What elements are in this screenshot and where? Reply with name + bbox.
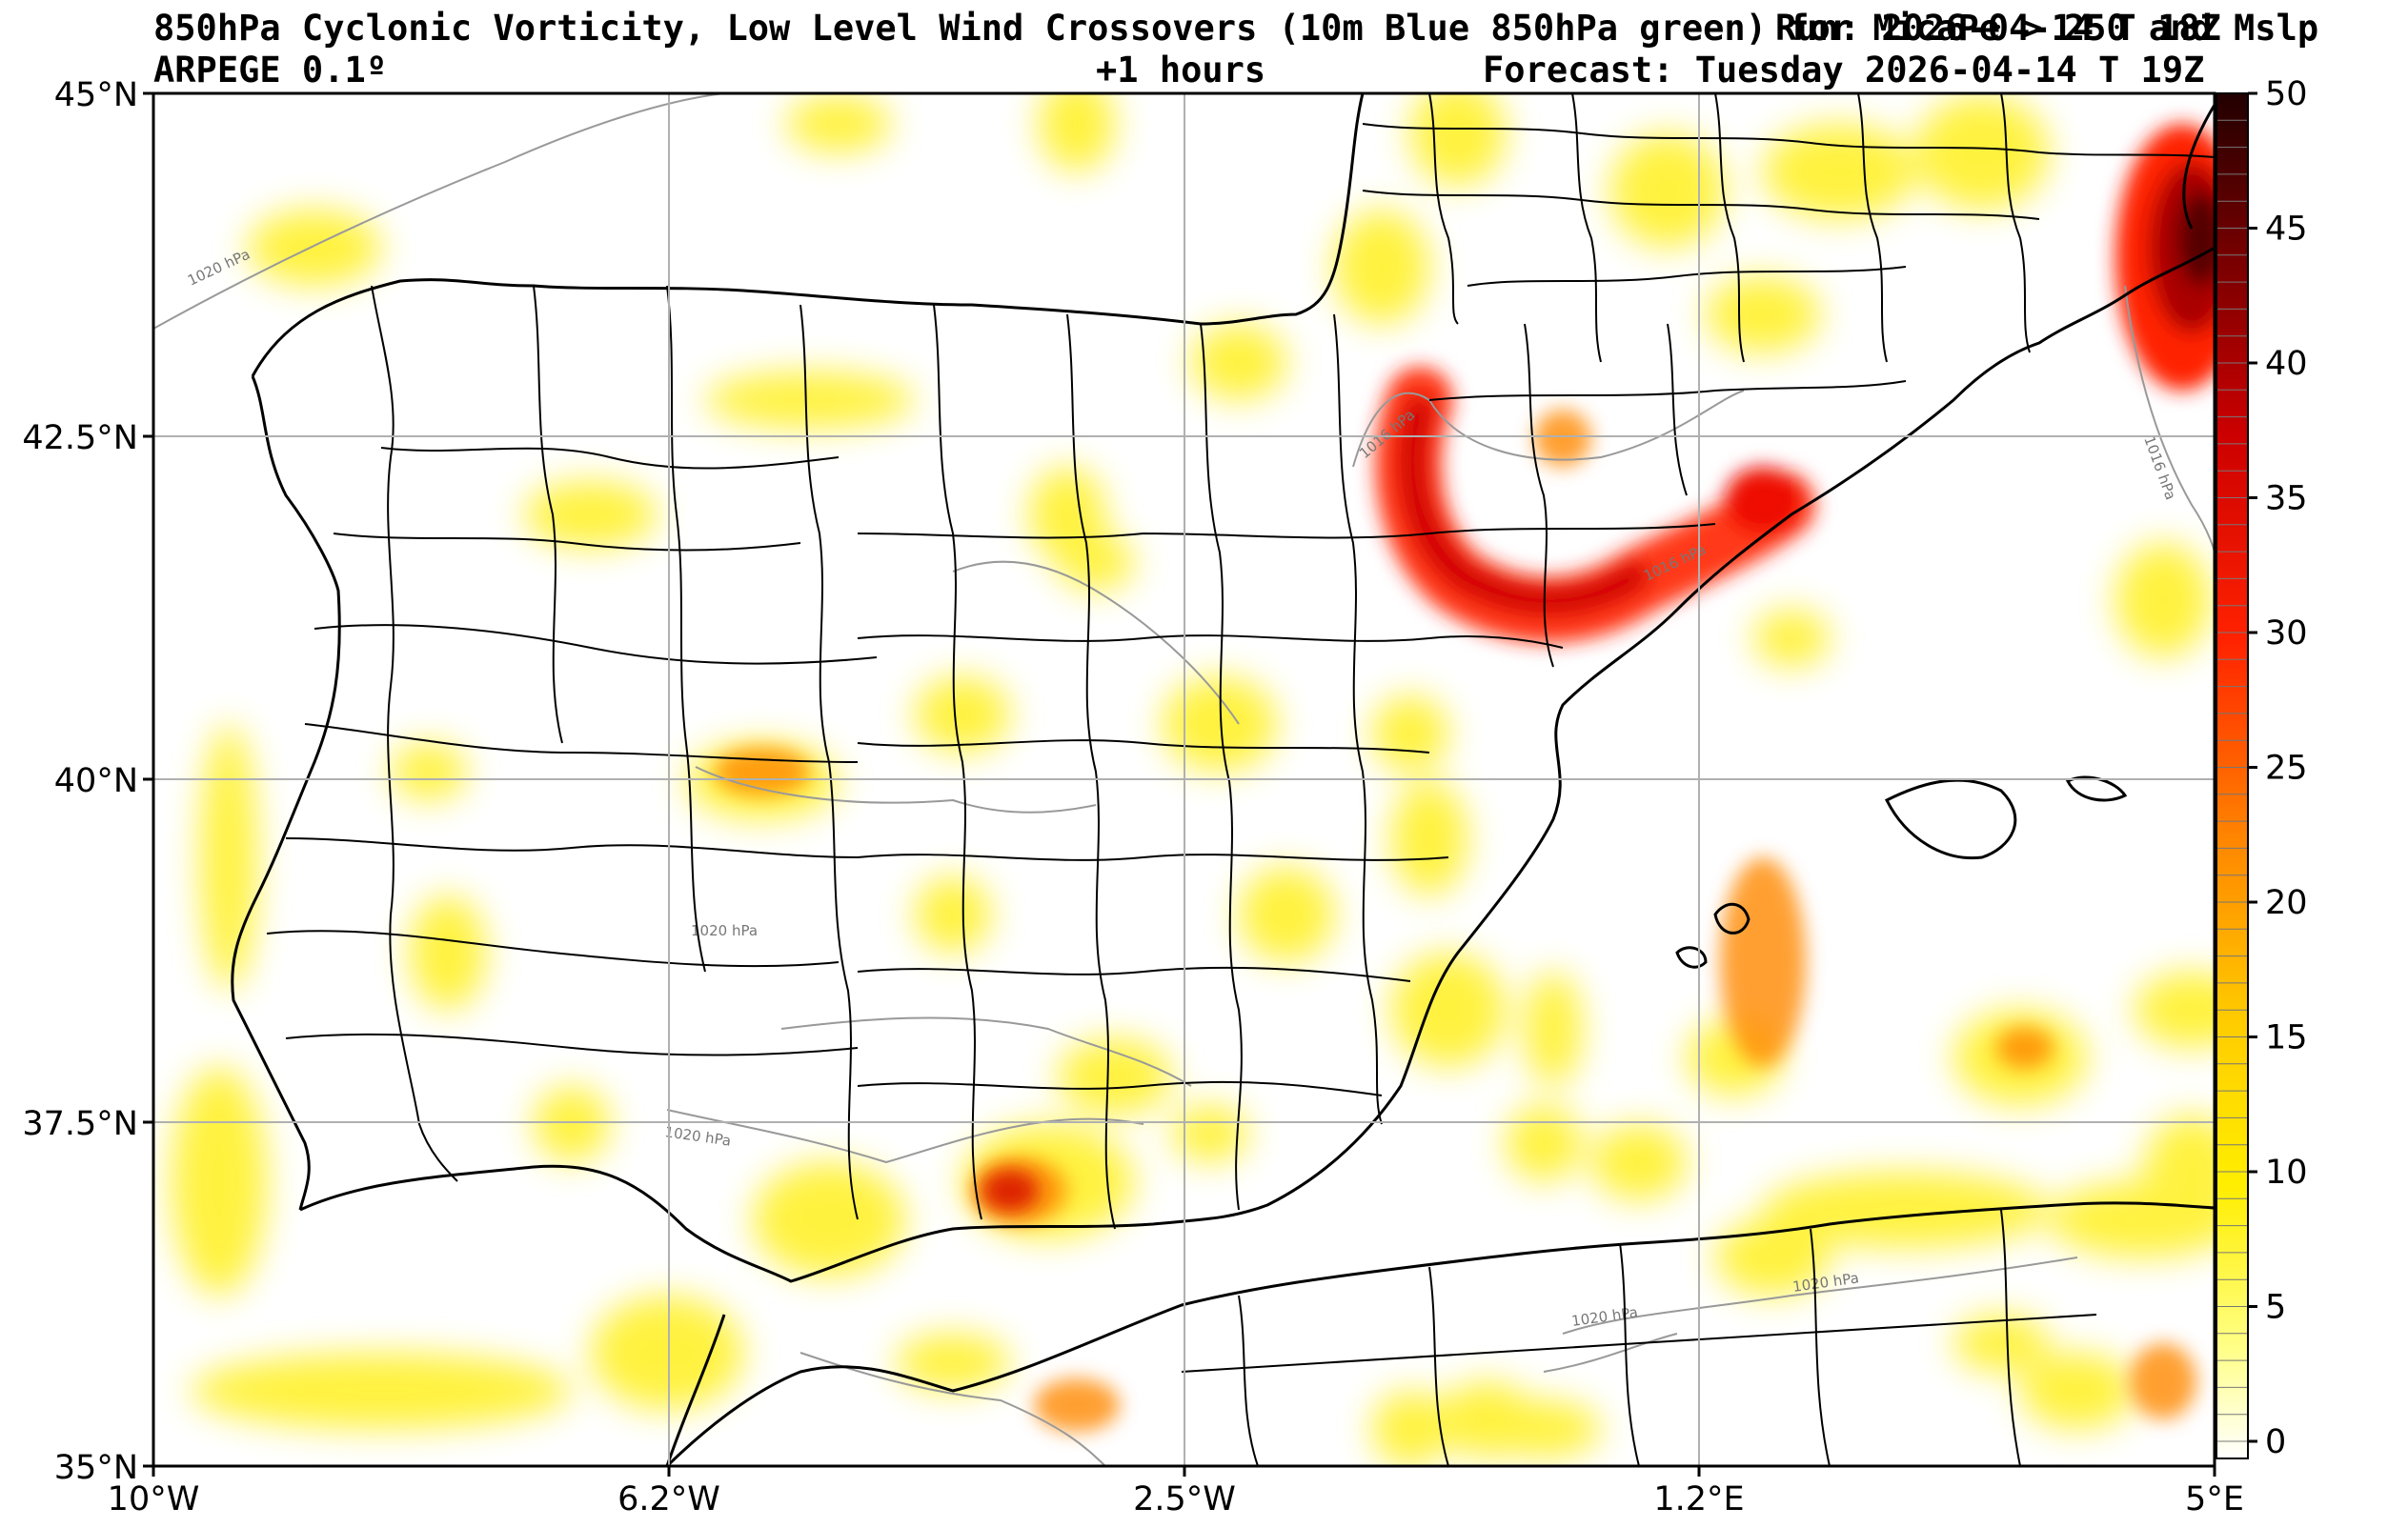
lon-tick-label: 2.5°W bbox=[1133, 1480, 1236, 1518]
colorbar: 0 5 10 15 20 25 30 35 40 45 50 bbox=[2216, 75, 2308, 1461]
colorbar-tick-label: 25 bbox=[2265, 750, 2308, 788]
run-time: Run: 2026-04-14 T 18Z bbox=[1775, 8, 2221, 49]
colorbar-tick-label: 20 bbox=[2265, 884, 2308, 922]
admin-borders bbox=[266, 93, 2215, 1466]
coastlines bbox=[231, 93, 2215, 1466]
lat-tick-label: 45°N bbox=[54, 76, 138, 114]
lat-tick-label: 42.5°N bbox=[22, 419, 138, 457]
lon-tick-label: 6.2°W bbox=[617, 1480, 720, 1518]
lon-tick-label: 5°E bbox=[2185, 1480, 2244, 1518]
lat-tick-label: 35°N bbox=[54, 1449, 138, 1487]
chart-title: 850hPa Cyclonic Vorticity, Low Level Win… bbox=[153, 8, 2319, 49]
isobars bbox=[153, 93, 2215, 1466]
lat-tick-label: 40°N bbox=[54, 762, 138, 800]
colorbar-tick-label: 0 bbox=[2265, 1423, 2286, 1461]
isobar-label: 1020 hPa bbox=[691, 922, 758, 939]
model-name: ARPEGE 0.1º bbox=[153, 50, 388, 90]
vorticity-field: 1020 hPa 1020 hPa 1020 hPa 1016 hPa 1016… bbox=[153, 93, 2215, 1466]
lon-axis: 10°W 6.2°W 2.5°W 1.2°E 5°E bbox=[108, 1480, 2244, 1518]
colorbar-tick-label: 50 bbox=[2265, 75, 2308, 113]
lat-tick-label: 37.5°N bbox=[22, 1105, 138, 1143]
lead-time: +1 hours bbox=[1096, 50, 1266, 90]
colorbar-tick-label: 30 bbox=[2265, 614, 2308, 653]
colorbar-tick-label: 5 bbox=[2265, 1289, 2286, 1327]
forecast-time: Forecast: Tuesday 2026-04-14 T 19Z bbox=[1483, 50, 2205, 90]
colorbar-tick-label: 40 bbox=[2265, 345, 2308, 383]
colorbar-tick-label: 35 bbox=[2265, 480, 2308, 518]
graticule bbox=[153, 93, 2215, 1466]
lat-axis: 45°N 42.5°N 40°N 37.5°N 35°N bbox=[22, 76, 138, 1487]
colorbar-tick-label: 15 bbox=[2265, 1019, 2308, 1057]
lon-tick-label: 1.2°E bbox=[1653, 1480, 1744, 1518]
colorbar-gradient bbox=[2216, 93, 2248, 1458]
colorbar-tick-label: 10 bbox=[2265, 1154, 2308, 1192]
colorbar-tick-label: 45 bbox=[2265, 211, 2308, 249]
lon-tick-label: 10°W bbox=[108, 1480, 200, 1518]
colorbar-frame bbox=[2216, 92, 2249, 1459]
